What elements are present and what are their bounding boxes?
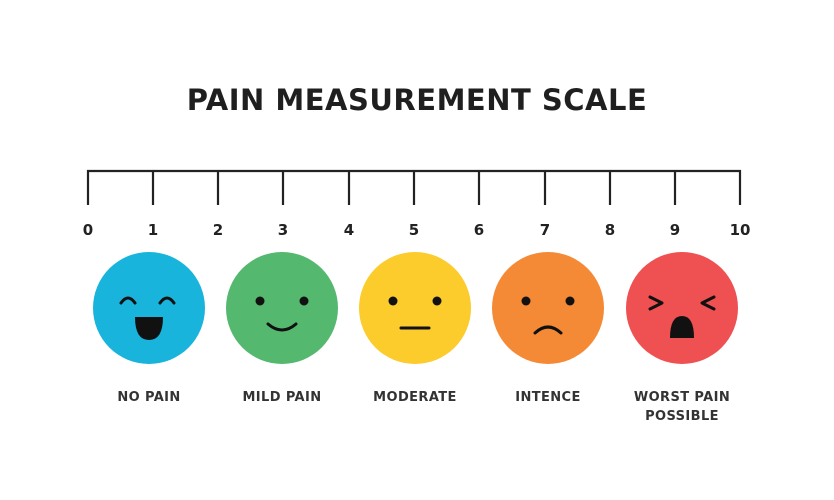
face-circle: [626, 252, 738, 364]
no-pain-face-icon: [93, 252, 205, 364]
frown-mouth: [533, 325, 563, 335]
tick-label-0: 0: [83, 221, 93, 239]
tick-label-10: 10: [730, 221, 751, 239]
face-circle: [359, 252, 471, 364]
scale-ruler: [86, 169, 742, 205]
worst-pain-face-icon: [626, 252, 738, 364]
worst-pain-label-line2: POSSIBLE: [645, 409, 719, 424]
eye-right: [432, 296, 442, 306]
face-circle: [226, 252, 338, 364]
worst-pain-label: WORST PAIN POSSIBLE: [612, 388, 752, 426]
tick-label-4: 4: [344, 221, 354, 239]
mild-pain-face-icon: [226, 252, 338, 364]
face-circle: [93, 252, 205, 364]
page-title: PAIN MEASUREMENT SCALE: [186, 83, 648, 117]
moderate-face-icon: [359, 252, 471, 364]
closed-eye-left: [119, 296, 137, 305]
eye-right: [299, 296, 309, 306]
squeezed-eye-left: [648, 295, 664, 311]
crying-mouth: [670, 316, 694, 338]
tick-label-7: 7: [540, 221, 550, 239]
tick-label-6: 6: [474, 221, 484, 239]
face-circle: [492, 252, 604, 364]
intence-label: INTENCE: [515, 390, 581, 405]
eye-left: [521, 296, 531, 306]
smile-mouth: [266, 322, 298, 332]
tick-label-5: 5: [409, 221, 419, 239]
tick-label-2: 2: [213, 221, 223, 239]
scale-tick-labels: 0 1 2 3 4 5 6 7 8 9 10: [83, 221, 751, 239]
squeezed-eye-right: [700, 295, 716, 311]
tick-label-1: 1: [148, 221, 158, 239]
moderate-label: MODERATE: [373, 390, 457, 405]
tick-label-8: 8: [605, 221, 615, 239]
eye-left: [255, 296, 265, 306]
eye-left: [388, 296, 398, 306]
open-smile-mouth: [135, 317, 163, 340]
no-pain-label: NO PAIN: [117, 390, 181, 405]
closed-eye-right: [158, 296, 176, 305]
tick-label-9: 9: [670, 221, 680, 239]
intence-face-icon: [492, 252, 604, 364]
tick-label-3: 3: [278, 221, 288, 239]
eye-right: [565, 296, 575, 306]
mild-pain-label: MILD PAIN: [242, 390, 322, 405]
worst-pain-label-line1: WORST PAIN: [633, 390, 731, 405]
